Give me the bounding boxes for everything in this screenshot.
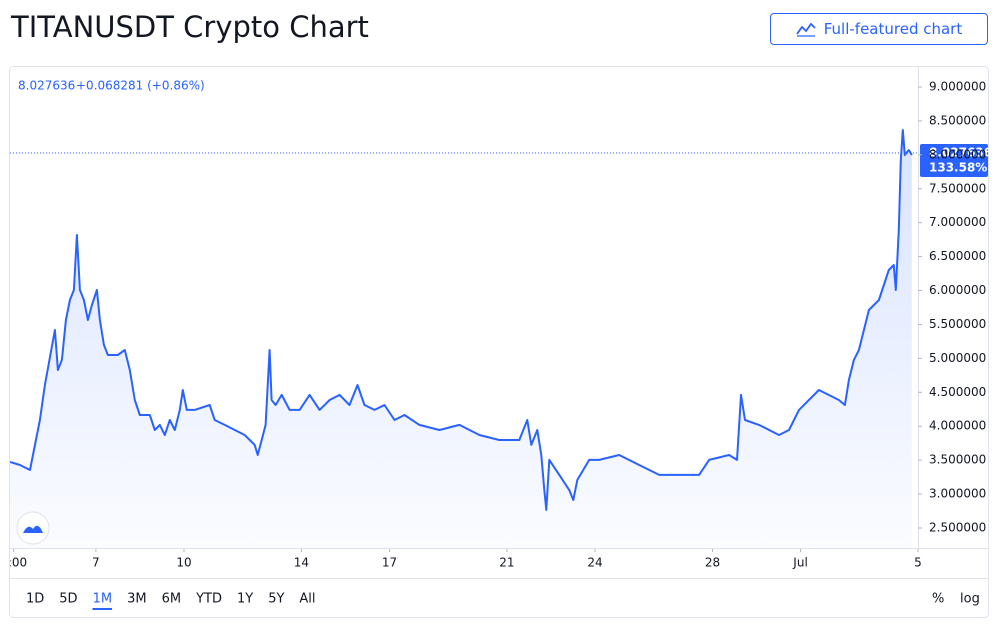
range-button[interactable]: 1Y [237, 592, 253, 607]
area [10, 130, 912, 548]
legend-change: +0.068281 (+0.86%) [76, 79, 205, 93]
y-tick-label: 5.500000 [929, 317, 986, 331]
price-line [10, 129, 913, 511]
y-tick-label: 5.000000 [929, 351, 986, 365]
x-tick-label: 21 [499, 556, 514, 570]
log-toggle[interactable]: log [960, 592, 980, 607]
range-button[interactable]: 5Y [268, 592, 284, 607]
range-button[interactable]: All [299, 592, 315, 607]
y-tick-label: 4.500000 [929, 385, 986, 399]
y-tick-label: 7.000000 [929, 215, 986, 229]
percent-toggle[interactable]: % [932, 592, 944, 607]
plot [10, 129, 918, 548]
x-tick-label: Jul [792, 556, 807, 570]
button-label: Full-featured chart [823, 20, 963, 38]
range-button[interactable]: 5D [59, 592, 77, 607]
price-tag-change: 133.58% [929, 160, 987, 174]
y-tick-label: 3.500000 [929, 453, 986, 467]
logo [23, 525, 43, 533]
price-tag [920, 143, 988, 177]
range-button[interactable]: YTD [195, 592, 222, 607]
x-tick-label: 14 [294, 556, 309, 570]
x-tick-label: 7 [92, 556, 100, 570]
legend-price: 8.027636 [18, 79, 75, 93]
x-tick-label: 17 [382, 556, 397, 570]
x-tick-label: 6:00 [0, 556, 27, 570]
y-tick-label: 6.000000 [929, 283, 986, 297]
y-tick-label: 8.500000 [929, 113, 986, 127]
y-tick-label: 4.000000 [929, 419, 986, 433]
full-chart-button[interactable]: Full-featured chart [770, 13, 988, 45]
y-tick-label: 2.500000 [929, 520, 986, 534]
y-tick-label: 6.500000 [929, 249, 986, 263]
x-tick-label: 28 [705, 556, 720, 570]
chart-icon [796, 22, 816, 37]
x-axis: 6:00 7 10 14 17 21 24 28 Jul 5 [0, 548, 922, 570]
range-button[interactable]: 6M [162, 592, 182, 607]
y-tick-label: 9.000000 [929, 80, 986, 94]
y-tick-label: 3.000000 [929, 487, 986, 501]
y-tick-label: 8.000000 [929, 147, 986, 161]
page-title: TITANUSDT Crypto Chart [11, 10, 369, 44]
range-button[interactable]: 3M [127, 592, 147, 607]
overlay: 8.027636 +0.068281 (+0.86%) 8.027636133.… [16, 79, 992, 545]
price-tag-value: 8.027636 [929, 145, 992, 159]
x-tick-label: 5 [914, 556, 922, 570]
x-tick-label: 10 [176, 556, 191, 570]
range-button[interactable]: 1M [93, 592, 113, 607]
range-button[interactable]: 1D [26, 592, 44, 607]
logo-badge[interactable] [16, 511, 50, 545]
y-tick-label: 7.500000 [929, 181, 986, 195]
x-tick-label: 24 [587, 556, 602, 570]
